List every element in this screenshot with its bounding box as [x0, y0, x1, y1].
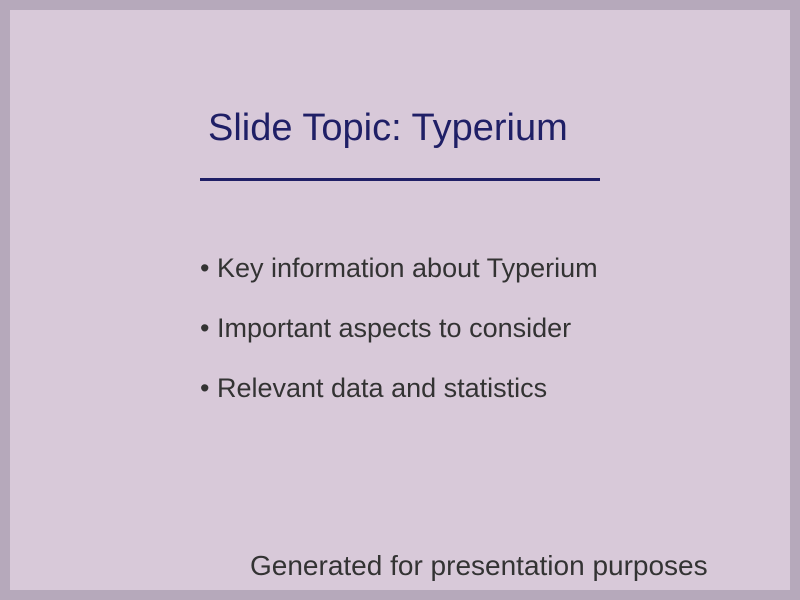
slide-title: Slide Topic: Typerium — [208, 107, 568, 149]
bullet-list: • Key information about Typerium • Impor… — [200, 252, 598, 432]
bullet-item: • Key information about Typerium — [200, 253, 598, 283]
slide-footer: Generated for presentation purposes — [250, 550, 708, 581]
slide: Slide Topic: Typerium • Key information … — [10, 10, 790, 590]
bullet-item: • Important aspects to consider — [200, 313, 572, 343]
bullet-item: • Relevant data and statistics — [200, 373, 548, 403]
title-underline — [200, 178, 600, 181]
